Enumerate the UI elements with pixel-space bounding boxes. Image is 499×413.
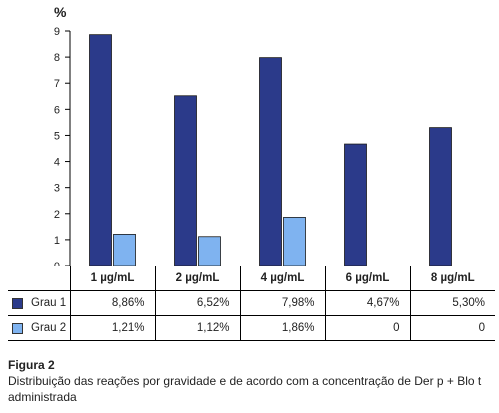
y-tick-label: 0 — [54, 261, 60, 266]
bar-chart: 0 1 2 3 4 5 6 7 8 9 — [54, 26, 452, 266]
y-tick-label: 7 — [54, 78, 60, 90]
y-tick-label: 5 — [54, 130, 60, 142]
bar-grau-1 — [259, 57, 282, 266]
series-name-cell: Grau 2 — [8, 315, 70, 341]
data-label: 5,30% — [409, 290, 495, 316]
category-label: 4 µg/mL — [239, 266, 325, 291]
legend-swatch-grau-1 — [12, 297, 23, 309]
data-label: 6,52% — [154, 290, 240, 316]
y-tick-label: 2 — [54, 209, 60, 221]
bar-grau-2 — [283, 217, 306, 266]
bar-grau-1 — [344, 143, 367, 266]
y-tick-label: 1 — [54, 235, 60, 247]
bar-grau-1 — [429, 127, 452, 266]
category-label: 6 µg/mL — [324, 266, 410, 291]
data-label: 4,67% — [324, 290, 410, 316]
data-label: 0 — [324, 315, 410, 341]
y-tick-label: 6 — [54, 104, 60, 116]
data-label: 8,86% — [69, 290, 155, 316]
bar-grau-1 — [174, 95, 197, 266]
figure-caption: Figura 2 Distribuição das reações por gr… — [8, 357, 496, 405]
bar-grau-1 — [89, 34, 112, 266]
series-name: Grau 1 — [31, 297, 67, 309]
series-name-cell: Grau 1 — [8, 290, 70, 316]
table-row-grau-2: Grau 2 1,21% 1,12% 1,86% 0 0 — [8, 315, 495, 341]
data-label: 1,21% — [69, 315, 155, 341]
table-row-grau-1: Grau 1 8,86% 6,52% 7,98% 4,67% 5,30% — [8, 290, 495, 316]
y-tick-label: 8 — [54, 52, 60, 64]
y-unit-label: % — [54, 4, 67, 20]
data-label: 1,86% — [239, 315, 325, 341]
y-tick-label: 3 — [54, 183, 60, 195]
category-label: 2 µg/mL — [154, 266, 240, 291]
bar-grau-2 — [198, 236, 221, 266]
caption-title: Figura 2 — [8, 358, 55, 372]
y-tick-label: 9 — [54, 26, 60, 38]
data-label: 7,98% — [239, 290, 325, 316]
y-tick-label: 4 — [54, 157, 60, 169]
category-label: 1 µg/mL — [69, 266, 155, 291]
data-label: 1,12% — [154, 315, 240, 341]
legend-swatch-grau-2 — [12, 322, 23, 334]
bar-grau-2 — [113, 234, 136, 266]
series-name: Grau 2 — [31, 322, 67, 334]
category-label: 8 µg/mL — [409, 266, 495, 291]
table-header-row: 1 µg/mL 2 µg/mL 4 µg/mL 6 µg/mL 8 µg/mL — [8, 266, 495, 291]
table-corner — [8, 266, 70, 291]
data-label: 0 — [409, 315, 495, 341]
caption-text: Distribuição das reações por gravidade e… — [8, 374, 482, 404]
data-table: 1 µg/mL 2 µg/mL 4 µg/mL 6 µg/mL 8 µg/mL … — [8, 266, 495, 341]
